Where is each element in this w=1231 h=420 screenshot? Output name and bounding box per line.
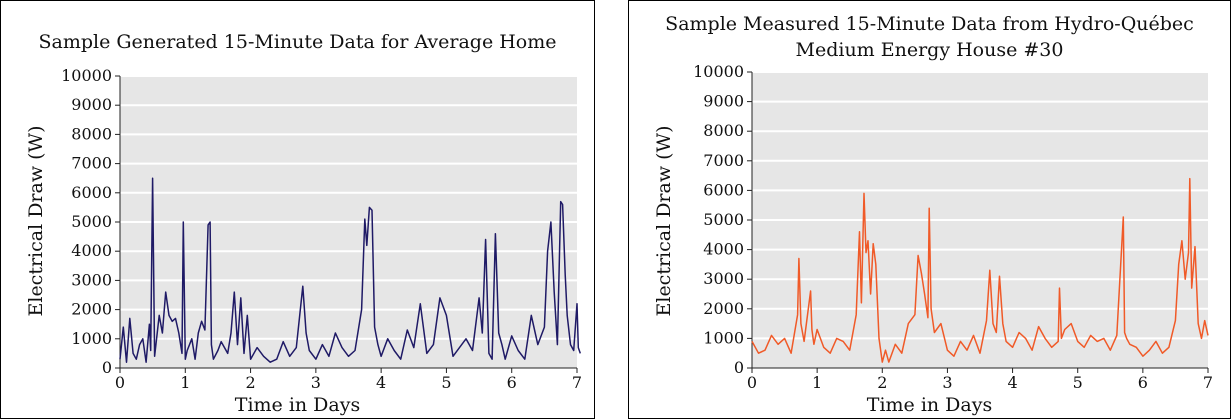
x-tick-label: 6 (1138, 373, 1148, 392)
x-tick-label: 6 (507, 373, 517, 392)
y-tick-label: 10000 (693, 62, 744, 81)
y-tick-label: 3000 (71, 270, 112, 289)
x-tick-label: 7 (1203, 373, 1213, 392)
y-tick-label: 8000 (71, 124, 112, 143)
y-tick-label: 9000 (71, 95, 112, 114)
x-tick-label: 3 (942, 373, 952, 392)
x-tick-label: 5 (441, 373, 451, 392)
x-tick-label: 0 (115, 373, 125, 392)
chart-title: Sample Measured 15-Minute Data from Hydr… (665, 13, 1194, 35)
y-tick-label: 0 (734, 358, 744, 377)
y-tick-label: 5000 (71, 212, 112, 231)
y-tick-label: 5000 (703, 210, 744, 229)
chart-plot-measured: 0 1000 2000 3000 4000 5000 6000 7000 8000 9000 100… (693, 62, 1213, 392)
series-line (751, 177, 1209, 363)
x-tick-label: 5 (1073, 373, 1083, 392)
y-tick-label: 8000 (703, 121, 744, 140)
y-tick-label: 1000 (71, 329, 112, 348)
x-tick-label: 2 (877, 373, 887, 392)
x-axis-label: Time in Days (866, 394, 993, 416)
x-tick-label: 2 (245, 373, 255, 392)
x-tick-label: 0 (747, 373, 757, 392)
y-tick-label: 3000 (703, 269, 744, 288)
y-tick-label: 4000 (71, 241, 112, 260)
y-tick-label: 9000 (703, 92, 744, 111)
y-tick-label: 2000 (703, 299, 744, 318)
y-tick-label: 6000 (71, 183, 112, 202)
y-tick-label: 6000 (703, 180, 744, 199)
chart-panel-measured: Sample Measured 15-Minute Data from Hydr… (628, 0, 1231, 419)
y-tick-label: 1000 (703, 328, 744, 347)
x-tick-label: 3 (311, 373, 321, 392)
x-tick-label: 7 (572, 373, 582, 392)
y-tick-label: 7000 (703, 151, 744, 170)
y-tick-label: 10000 (61, 66, 112, 85)
chart-title: Sample Generated 15-Minute Data for Aver… (38, 31, 557, 53)
x-tick-label: 1 (180, 373, 190, 392)
y-tick-label: 7000 (71, 154, 112, 173)
chart-panel-generated: Sample Generated 15-Minute Data for Aver… (0, 0, 595, 419)
y-tick-label: 0 (102, 358, 112, 377)
chart-plot-generated: 0 1000 2000 3000 4000 5000 6000 7000 8000 9000 100… (61, 66, 582, 392)
x-tick-label: 4 (1007, 373, 1017, 392)
y-tick-label: 4000 (703, 240, 744, 259)
x-axis-label: Time in Days (234, 394, 361, 416)
x-tick-label: 1 (812, 373, 822, 392)
y-tick-label: 2000 (71, 300, 112, 319)
x-tick-label: 4 (376, 373, 386, 392)
chart-subtitle: Medium Energy House #30 (795, 39, 1064, 61)
series-line (119, 177, 582, 363)
